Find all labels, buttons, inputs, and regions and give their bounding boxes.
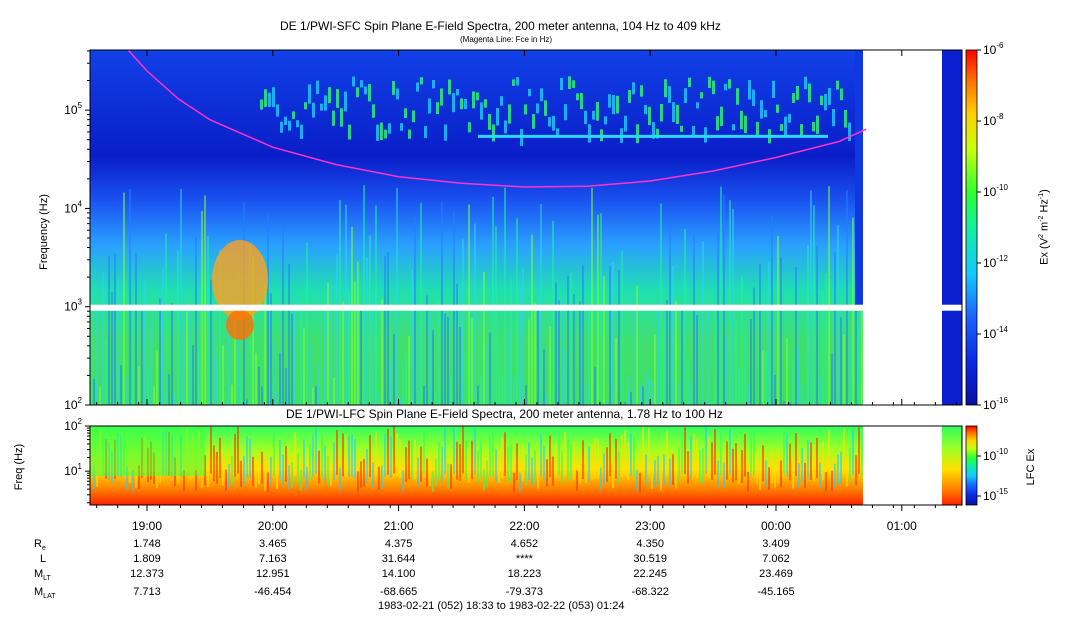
lfc-y-tick-label: 102 — [64, 417, 82, 433]
ephemeris-value: 31.644 — [381, 553, 416, 565]
x-tick-label: 00:00 — [761, 519, 791, 533]
ephemeris-value: 22.245 — [633, 568, 668, 580]
ephemeris-value: 1.748 — [133, 538, 161, 550]
ephemeris-row-label: MLAT — [34, 586, 56, 601]
ephemeris-value: 3.409 — [762, 538, 790, 550]
ephemeris-value: 4.375 — [384, 538, 413, 550]
ephemeris-value: -68.665 — [379, 586, 418, 598]
ephemeris-value: 7.163 — [259, 553, 287, 565]
fce-line — [127, 49, 867, 188]
lfc-data-background — [90, 426, 863, 505]
lfc-colorbar-tick-label: 10-10 — [983, 447, 1008, 463]
x-tick-label: 20:00 — [258, 519, 288, 533]
ephemeris-value: -79.373 — [505, 586, 544, 598]
lfc-y-tick-label: 101 — [64, 462, 82, 478]
ephemeris-value: **** — [515, 553, 533, 565]
lfc-y-axis-label: Freq (Hz) — [13, 443, 25, 491]
x-tick-label: 22:00 — [509, 519, 539, 533]
ephemeris-value: 18.223 — [507, 568, 542, 580]
sfc-colorbar-tick-label: 10-14 — [983, 325, 1008, 341]
sfc-colorbar-tick-label: 10-12 — [983, 254, 1008, 270]
lfc-frame — [89, 425, 963, 506]
sfc-y-axis-label: Frequency (Hz) — [38, 194, 50, 270]
time-range-footer: 1983-02-21 (052) 18:33 to 1983-02-22 (05… — [378, 600, 625, 612]
ephemeris-value: 7.713 — [133, 586, 161, 598]
sfc-frame — [89, 49, 963, 406]
ephemeris-value: 14.100 — [381, 568, 416, 580]
sfc-colorbar-tick-label: 10-8 — [983, 112, 1004, 128]
ephemeris-value: 7.062 — [762, 553, 790, 565]
lfc-colorbar-label: LFC Ex — [1025, 448, 1037, 486]
lfc-colorbar-tick-label: 10-15 — [983, 487, 1008, 503]
ephemeris-value: 12.373 — [130, 568, 164, 580]
ephemeris-value: 23.469 — [759, 568, 793, 580]
x-tick-label: 23:00 — [635, 519, 665, 533]
sfc-colorbar-tick-label: 10-10 — [983, 183, 1008, 199]
sfc-data-gap — [90, 304, 863, 311]
sfc-colorbar — [965, 49, 978, 406]
ephemeris-value: 4.652 — [510, 538, 539, 550]
ephemeris-value: 12.951 — [255, 568, 290, 580]
sfc-panel-title: DE 1/PWI-SFC Spin Plane E-Field Spectra,… — [280, 19, 721, 33]
x-tick-label: 19:00 — [132, 519, 162, 533]
sfc-line-feature — [478, 134, 828, 138]
sfc-data-background — [90, 50, 863, 405]
lfc-no-data-region — [863, 426, 942, 505]
ephemeris-row-label: MLT — [34, 568, 51, 583]
sfc-panel-subtitle: (Magenta Line: Fce in Hz) — [460, 35, 553, 44]
ephemeris-value: -46.454 — [254, 586, 292, 598]
sfc-y-tick-label: 104 — [64, 199, 82, 215]
lfc-right-strip — [942, 426, 962, 505]
lfc-colorbar — [965, 425, 978, 506]
sfc-colorbar-label: Ex (V2 m-2 Hz-1) — [1038, 189, 1051, 265]
ephemeris-row-label: Re — [34, 538, 46, 553]
sfc-texture-columns — [90, 50, 863, 405]
sfc-y-tick-label: 102 — [64, 396, 82, 412]
sfc-hotspot — [212, 240, 268, 320]
ephemeris-value: -68.322 — [631, 586, 669, 598]
sfc-colorbar-tick-label: 10-16 — [983, 396, 1008, 412]
sfc-no-data-region — [863, 50, 942, 405]
x-tick-label: 01:00 — [887, 519, 917, 533]
lfc-texture-columns — [90, 426, 863, 493]
ephemeris-value: 1.809 — [133, 553, 161, 565]
ephemeris-value: 3.465 — [259, 538, 287, 550]
sfc-colorbar-tick-label: 10-6 — [983, 41, 1004, 57]
lfc-panel-title: DE 1/PWI-LFC Spin Plane E-Field Spectra,… — [286, 407, 723, 421]
ephemeris-value: 4.350 — [636, 538, 664, 550]
ephemeris-row-label: L — [40, 553, 47, 565]
sfc-right-strip — [942, 50, 962, 405]
ephemeris-value: -45.165 — [757, 586, 795, 598]
x-tick-label: 21:00 — [384, 519, 414, 533]
sfc-y-tick-label: 105 — [64, 101, 82, 117]
sfc-y-tick-label: 103 — [64, 298, 82, 314]
ephemeris-value: 30.519 — [633, 553, 668, 565]
